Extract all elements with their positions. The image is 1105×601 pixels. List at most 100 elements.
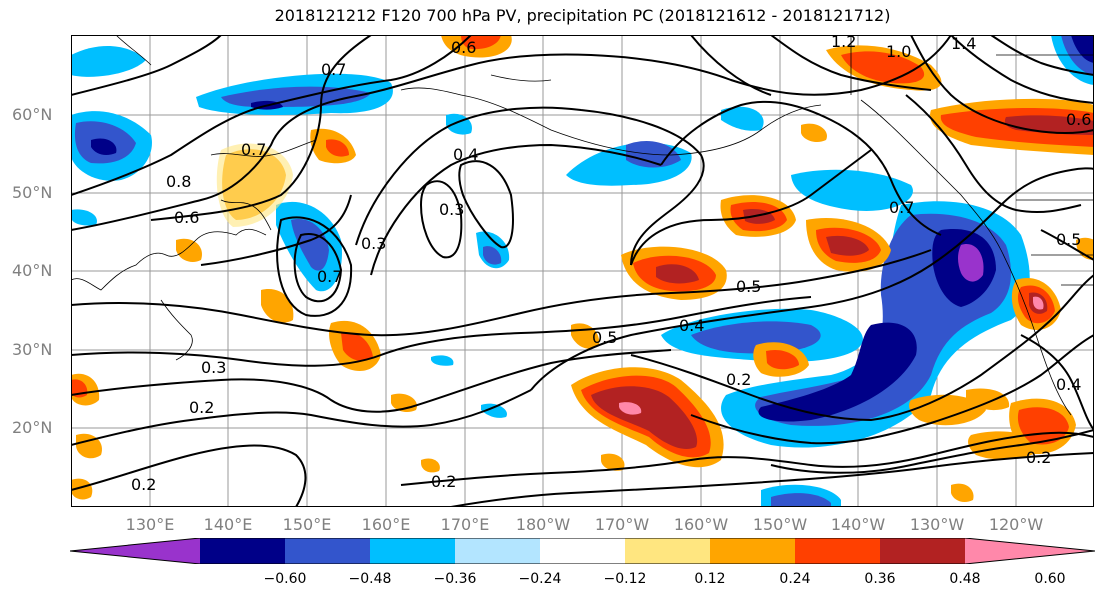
colorbar-bin: [200, 538, 286, 564]
longitude-tick-label: 140°E: [203, 515, 253, 534]
pv-contour: [400, 431, 1094, 486]
pos-blob: [591, 386, 698, 450]
longitude-tick-label: 170°E: [440, 515, 490, 534]
coastline: [210, 139, 317, 157]
longitude-tick-label: 180°W: [515, 515, 571, 534]
contour-label: 0.3: [361, 234, 386, 253]
pv-contour: [71, 35, 222, 96]
coastline: [115, 35, 152, 66]
pos-blob: [421, 458, 440, 473]
contour-label: 0.7: [889, 198, 914, 217]
longitude-tick-label: 150°W: [752, 515, 808, 534]
pv-contour: [71, 389, 532, 446]
pos-blob: [656, 264, 699, 284]
pv-contour: [630, 149, 872, 266]
pv-contour: [71, 35, 952, 231]
neg-blob: [791, 169, 913, 211]
pos-blob: [766, 349, 799, 370]
pv-contour: [770, 429, 1094, 474]
pos-blob: [1076, 237, 1094, 260]
contour-label: 0.7: [321, 60, 346, 79]
pv-contour: [450, 452, 1094, 507]
neg-blob: [758, 322, 917, 422]
colorbar-tick-label: 0.12: [694, 571, 726, 587]
pv-contour: [71, 296, 812, 367]
neg-blob: [71, 45, 146, 77]
colorbar-tick-label: 0.36: [864, 571, 896, 587]
contour-label: 1.2: [831, 35, 856, 51]
contour-label: 0.2: [131, 475, 156, 494]
colorbar-tick-label: −0.24: [518, 571, 562, 587]
neg-blob: [446, 113, 472, 135]
contour-label: 0.3: [439, 200, 464, 219]
pv-contour: [458, 160, 514, 249]
contour-label: 1.0: [886, 42, 911, 61]
pos-blob: [176, 238, 202, 262]
latitude-tick-label: 60°N: [12, 105, 53, 124]
contour-label: 0.5: [736, 277, 761, 296]
pos-blob: [909, 394, 986, 426]
latitude-tick-label: 30°N: [12, 340, 53, 359]
pv-contour: [660, 100, 942, 236]
pos-blob: [341, 332, 373, 361]
neg-blob: [721, 106, 764, 131]
pos-blob: [601, 453, 625, 471]
pv-contour: [630, 274, 1094, 422]
map-canvas: 0.6 1.2 1.0 1.4 0.7 0.8 0.6 0.3 0.4 0.3 0.7 0.6 0.5 0…: [71, 35, 1094, 507]
longitude-tick-label: 170°W: [594, 515, 650, 534]
colorbar-tick-label: −0.48: [348, 571, 392, 587]
colorbar-tick-label: −0.12: [603, 571, 647, 587]
colorbar-bin: [880, 538, 966, 564]
pos-blob: [261, 289, 294, 323]
contour-label: 0.6: [451, 38, 476, 57]
coastline: [860, 99, 1072, 416]
coastline: [490, 74, 552, 82]
contour-label: 0.4: [453, 145, 478, 164]
colorbar-bin: [795, 538, 881, 564]
pv-contour: [530, 167, 1094, 391]
pos-blob: [71, 478, 93, 500]
contour-label: 0.2: [431, 472, 456, 491]
colorbar-tick-label: 0.24: [779, 571, 811, 587]
contour-label: 0.4: [679, 316, 704, 335]
colorbar-bin: [70, 538, 200, 564]
plot-title: 2018121212 F120 700 hPa PV, precipitatio…: [274, 6, 891, 25]
contour-label: 0.2: [726, 370, 751, 389]
coastlines: [71, 35, 1094, 416]
neg-blob: [291, 219, 329, 271]
longitude-tick-label: 150°E: [282, 515, 332, 534]
neg-blob: [71, 209, 97, 226]
colorbar: [70, 538, 1095, 564]
neg-blob: [483, 246, 502, 265]
colorbar-tick-label: −0.36: [433, 571, 477, 587]
pv-contours: [71, 35, 1094, 507]
pos-blob: [951, 483, 974, 503]
neg-blob: [481, 403, 507, 418]
longitude-tick-label: 160°W: [673, 515, 729, 534]
pv-contour: [276, 216, 353, 317]
neg-blob: [91, 138, 117, 155]
longitude-tick-label: 130°W: [909, 515, 965, 534]
pv-contour: [355, 106, 705, 266]
contour-labels: 0.6 1.2 1.0 1.4 0.7 0.8 0.6 0.3 0.4 0.3 0.7 0.6 0.5 0…: [131, 35, 1091, 494]
pv-contour: [71, 35, 472, 196]
colorbar-tick-label: −0.60: [263, 571, 307, 587]
pv-contour: [1020, 334, 1094, 431]
pos-blob: [619, 402, 642, 415]
pv-contour: [200, 194, 352, 266]
pv-contour: [150, 35, 372, 221]
contour-label: 0.2: [189, 398, 214, 417]
pos-blob: [966, 388, 1010, 411]
latitude-tick-label: 50°N: [12, 183, 53, 202]
pv-contour: [293, 233, 343, 303]
colorbar-bin: [455, 538, 541, 564]
pos-blob: [326, 139, 349, 157]
neg-blob: [431, 355, 454, 366]
coastline: [71, 228, 267, 291]
longitude-tick-label: 160°E: [361, 515, 411, 534]
pv-contour: [910, 35, 1094, 134]
neg-blob: [958, 244, 984, 282]
pv-contour: [71, 444, 307, 507]
longitude-tick-label: 120°W: [988, 515, 1044, 534]
pv-contour: [370, 143, 662, 276]
